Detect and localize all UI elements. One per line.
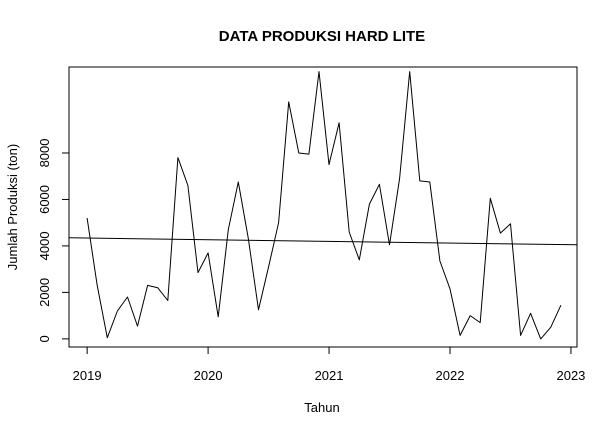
y-axis-label: Jumlah Produksi (ton) <box>5 144 20 270</box>
y-axis: 0 2000 4000 6000 8000 <box>37 139 70 342</box>
chart-title: DATA PRODUKSI HARD LITE <box>219 28 425 45</box>
series-layer <box>68 71 578 340</box>
x-tick-label: 2022 <box>436 368 465 383</box>
x-tick-label: 2023 <box>556 368 585 383</box>
x-tick-label: 2020 <box>194 368 223 383</box>
trend-line <box>68 237 578 246</box>
x-axis: 2019 2020 2021 2022 2023 <box>73 346 585 383</box>
y-tick-label: 8000 <box>37 139 52 168</box>
y-tick-label: 0 <box>37 335 52 342</box>
y-tick-label: 4000 <box>37 231 52 260</box>
x-axis-label: Tahun <box>304 400 339 415</box>
y-tick-label: 2000 <box>37 278 52 307</box>
x-tick-label: 2021 <box>315 368 344 383</box>
y-tick-label: 6000 <box>37 185 52 214</box>
x-tick-label: 2019 <box>73 368 102 383</box>
production-line <box>86 71 562 340</box>
